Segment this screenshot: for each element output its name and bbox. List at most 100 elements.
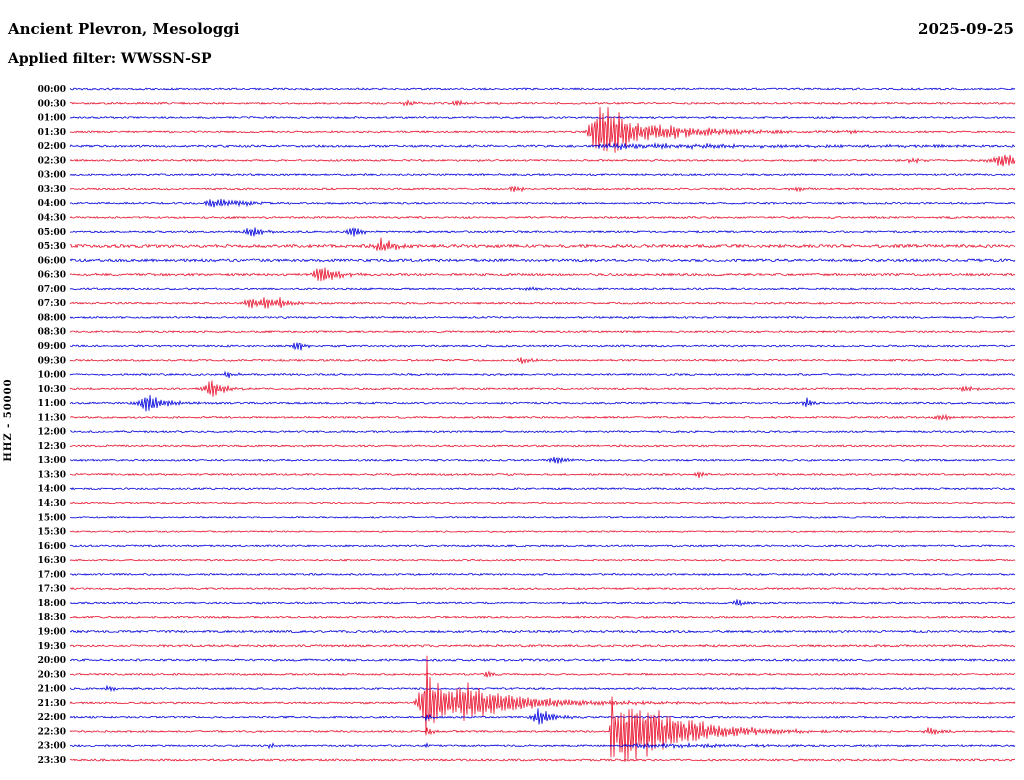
- seismogram-trace: [69, 198, 1016, 208]
- row-time-label: 16:00: [38, 542, 66, 552]
- row-time-label: 10:30: [38, 385, 66, 395]
- seismogram-trace: [69, 357, 1015, 365]
- seismogram-trace: [69, 87, 1016, 91]
- seismogram-trace: [69, 297, 1016, 309]
- seismogram-trace: [69, 237, 1016, 251]
- seismogram-trace: [69, 380, 1016, 397]
- row-time-label: 13:00: [38, 456, 66, 466]
- row-time-label: 04:30: [38, 214, 66, 224]
- row-time-label: 17:30: [38, 585, 66, 595]
- seismogram-trace: [69, 658, 1016, 662]
- row-time-label: 05:30: [38, 242, 66, 252]
- seismogram-trace: [69, 487, 1016, 491]
- row-time-label: 13:30: [38, 471, 66, 481]
- row-time-label: 12:00: [38, 428, 66, 438]
- seismogram-trace: [69, 142, 1016, 151]
- seismogram-trace: [69, 615, 1016, 619]
- row-time-label: 22:30: [38, 727, 66, 737]
- row-time-label: 23:00: [38, 742, 66, 752]
- row-time-label: 15:30: [38, 528, 66, 538]
- seismogram-trace: [69, 370, 1015, 378]
- row-time-label: 04:00: [38, 199, 66, 209]
- seismogram-trace: [69, 599, 1016, 607]
- seismogram-trace: [69, 629, 1016, 634]
- seismogram-trace: [69, 116, 1016, 120]
- row-time-label: 14:00: [38, 485, 66, 495]
- seismogram-trace: [69, 286, 1016, 292]
- seismogram-trace: [69, 258, 1016, 263]
- seismogram-trace: [69, 429, 1016, 434]
- seismogram-trace: [69, 530, 1016, 533]
- seismogram-trace: [69, 106, 1016, 153]
- row-time-label: 08:30: [38, 328, 66, 338]
- row-time-label: 21:30: [38, 699, 66, 709]
- seismogram-trace: [69, 515, 1016, 519]
- seismogram-trace: [69, 696, 1016, 763]
- seismogram-trace: [69, 456, 1016, 465]
- seismogram-trace: [69, 413, 1016, 422]
- row-time-label: 09:30: [38, 356, 66, 366]
- row-time-label: 00:30: [38, 99, 66, 109]
- row-time-label: 23:30: [38, 756, 66, 766]
- row-time-label: 20:30: [38, 670, 66, 680]
- seismogram-trace: [69, 544, 1016, 548]
- seismogram-trace: [69, 395, 1016, 412]
- row-time-label: 01:30: [38, 128, 66, 138]
- seismogram-trace: [69, 708, 1016, 725]
- seismogram-trace: [69, 684, 1016, 693]
- row-time-label: 02:00: [38, 142, 66, 152]
- row-time-label: 07:30: [38, 299, 66, 309]
- row-time-label: 11:00: [38, 399, 66, 409]
- row-time-label: 17:00: [38, 570, 66, 580]
- seismogram-trace: [69, 758, 1016, 762]
- row-time-label: 16:30: [38, 556, 66, 566]
- seismogram-trace: [69, 643, 1016, 648]
- seismogram-trace: [69, 342, 1016, 351]
- row-time-label: 21:00: [38, 685, 66, 695]
- row-time-label: 06:00: [38, 256, 66, 266]
- row-time-label: 07:00: [38, 285, 66, 295]
- station-title: Ancient Plevron, Mesologgi: [8, 20, 240, 38]
- seismogram-trace: [69, 227, 1016, 237]
- seismogram-trace: [69, 558, 1016, 562]
- seismogram-trace: [69, 572, 1016, 577]
- seismogram-trace: [69, 173, 1016, 177]
- row-time-label: 19:00: [38, 628, 66, 638]
- seismogram-trace: [69, 185, 1016, 193]
- date-label: 2025-09-25: [918, 20, 1014, 38]
- seismogram-trace: [69, 315, 1015, 320]
- seismogram-trace: [69, 444, 1016, 448]
- seismogram-trace: [69, 215, 1016, 220]
- seismogram-trace: [69, 670, 1016, 678]
- seismogram-trace: [69, 154, 1016, 167]
- row-time-label: 09:00: [38, 342, 66, 352]
- seismogram-trace: [70, 99, 1016, 107]
- row-time-label: 15:00: [38, 513, 66, 523]
- row-time-label: 20:00: [38, 656, 66, 666]
- seismogram-trace: [69, 471, 1016, 478]
- row-time-label: 18:00: [38, 599, 66, 609]
- row-time-label: 01:00: [38, 114, 66, 124]
- row-time-label: 18:30: [38, 613, 66, 623]
- row-time-label: 11:30: [38, 413, 66, 423]
- row-time-label: 14:30: [38, 499, 66, 509]
- row-time-label: 03:30: [38, 185, 66, 195]
- row-time-label: 00:00: [38, 85, 66, 95]
- seismogram-trace: [69, 587, 1016, 591]
- row-time-label: 22:00: [38, 713, 66, 723]
- row-time-label: 10:00: [38, 371, 66, 381]
- seismogram-trace: [69, 741, 1016, 750]
- seismogram-trace: [69, 501, 1016, 505]
- seismogram-trace: [69, 330, 1016, 334]
- seismogram-trace: [69, 267, 1016, 282]
- seismogram-trace: [69, 655, 1016, 736]
- row-time-label: 02:30: [38, 156, 66, 166]
- row-time-label: 06:30: [38, 271, 66, 281]
- filter-label: Applied filter: WWSSN-SP: [8, 51, 212, 67]
- row-time-label: 05:00: [38, 228, 66, 238]
- row-time-label: 03:00: [38, 171, 66, 181]
- row-time-label: 12:30: [38, 442, 66, 452]
- row-time-label: 19:30: [38, 642, 66, 652]
- row-time-label: 08:00: [38, 313, 66, 323]
